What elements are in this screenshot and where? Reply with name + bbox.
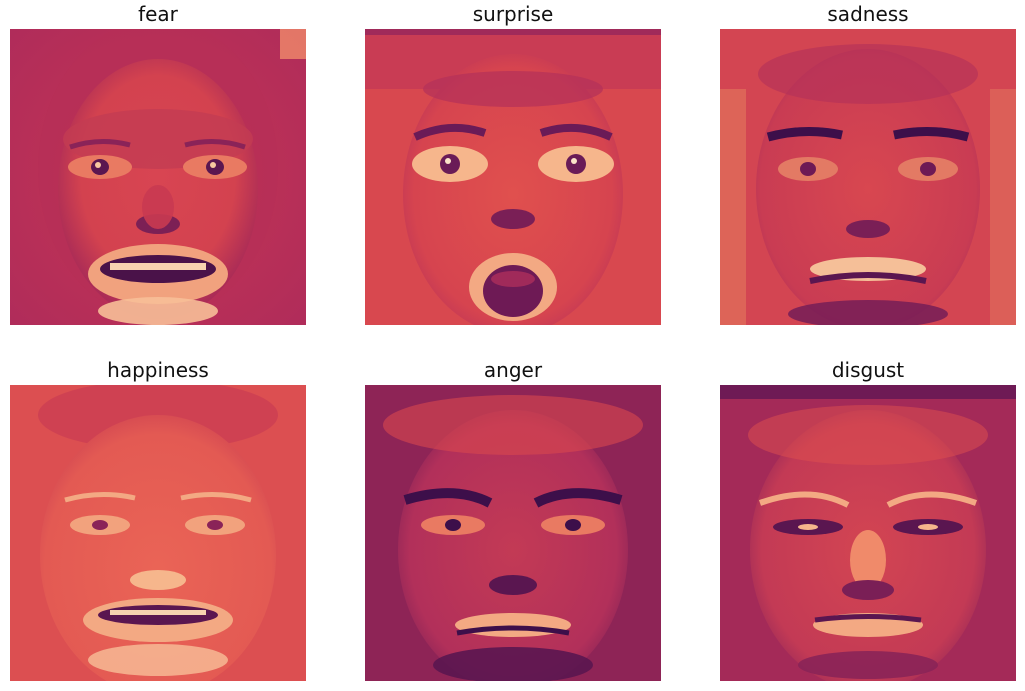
face-image-anger — [365, 385, 661, 681]
face-image-disgust — [720, 385, 1016, 681]
panel-title: surprise — [472, 2, 554, 26]
panel-title: disgust — [831, 358, 905, 382]
face-image-happiness — [10, 385, 306, 681]
panel-title: happiness — [107, 358, 209, 382]
face-image-surprise — [365, 29, 661, 325]
face-image-fear — [10, 29, 306, 325]
panel-title: anger — [483, 358, 543, 382]
panel-title: sadness — [827, 2, 909, 26]
panel-title: fear — [138, 2, 178, 26]
face-image-sadness — [720, 29, 1016, 325]
